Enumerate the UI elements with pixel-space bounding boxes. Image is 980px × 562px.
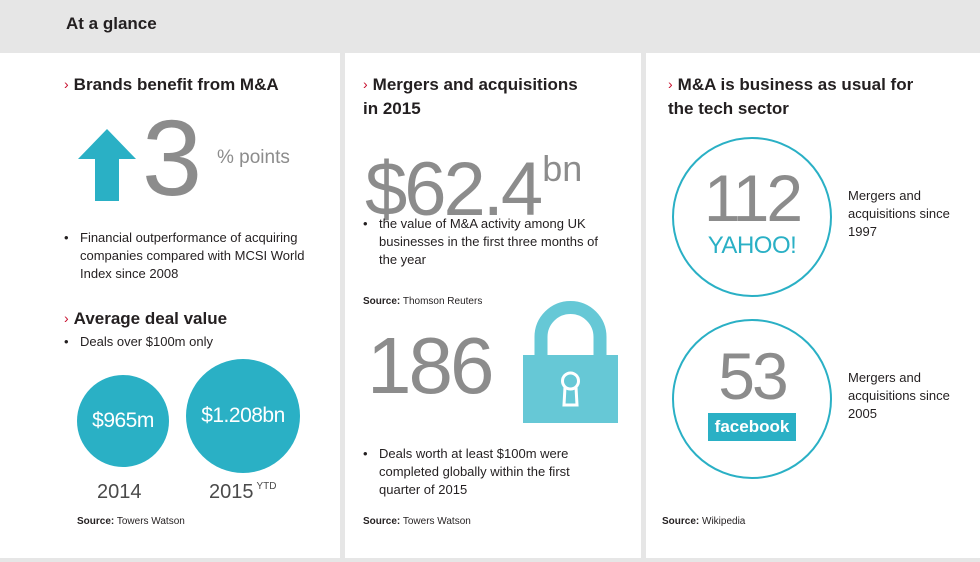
year-2015-label: 2015 YTD (209, 481, 277, 503)
chevron-right-icon: › (668, 76, 673, 92)
bullet-uk-value: the value of M&A activity among UK busin… (363, 215, 613, 269)
chevron-right-icon: › (64, 76, 69, 92)
panel-tech-sector: › M&A is business as usual for the tech se… (646, 53, 980, 558)
chevron-right-icon: › (64, 310, 69, 326)
heading-tech-sector: › M&A is business as usual for the tech se… (668, 75, 914, 118)
circle-2014-value: $965m (77, 375, 169, 467)
facebook-acquisitions-value: 53 (718, 339, 788, 413)
circle-2015-value: $1.208bn (186, 359, 300, 473)
chevron-right-icon: › (363, 76, 368, 92)
panel-mergers-2015: › Mergers and acquisitions in 2015 $62.4bn… (345, 53, 641, 558)
bullet-deals-over: Deals over $100m only (64, 333, 324, 351)
header-bar: At a glance (0, 0, 980, 53)
yahoo-description: Mergers and acquisitions since 1997 (848, 188, 950, 239)
yahoo-acquisitions-value: 112 (703, 161, 803, 235)
stat-unit: % points (217, 147, 290, 168)
bullet-deals-completed: Deals worth at least $100m were complete… (363, 445, 593, 499)
padlock-icon (523, 301, 618, 423)
bullet-outperformance: Financial outperformance of acquiring co… (64, 229, 324, 283)
source-col1: Source: Towers Watson (77, 516, 185, 527)
stat-unit-bn: bn (542, 148, 583, 189)
source-col2-bottom: Source: Towers Watson (363, 516, 471, 527)
heading-brands-benefit: › Brands benefit from M&A (64, 75, 279, 94)
circle-yahoo: 112 YAHOO! (672, 137, 832, 297)
ytd-superscript: YTD (256, 481, 277, 492)
year-2014-label: 2014 (97, 481, 142, 503)
page-title: At a glance (66, 14, 157, 33)
heading-mergers-2015: › Mergers and acquisitions in 2015 (363, 75, 578, 118)
panel-brands: ›Brands benefit from M&A 3 % points Fina… (0, 53, 340, 558)
stat-value: 3 (142, 97, 202, 218)
source-col3: Source: Wikipedia (662, 516, 746, 527)
facebook-logo: facebook (708, 413, 796, 441)
source-col2-top: Source: Thomson Reuters (363, 296, 483, 307)
facebook-description: Mergers and acquisitions since 2005 (848, 370, 950, 421)
arrow-up-icon (78, 129, 136, 201)
yahoo-logo: YAHOO! (707, 232, 797, 259)
heading-average-deal-value: › Average deal value (64, 309, 228, 328)
circle-facebook: 53 facebook (672, 319, 832, 479)
stat-value-deals: 186 (367, 321, 494, 410)
